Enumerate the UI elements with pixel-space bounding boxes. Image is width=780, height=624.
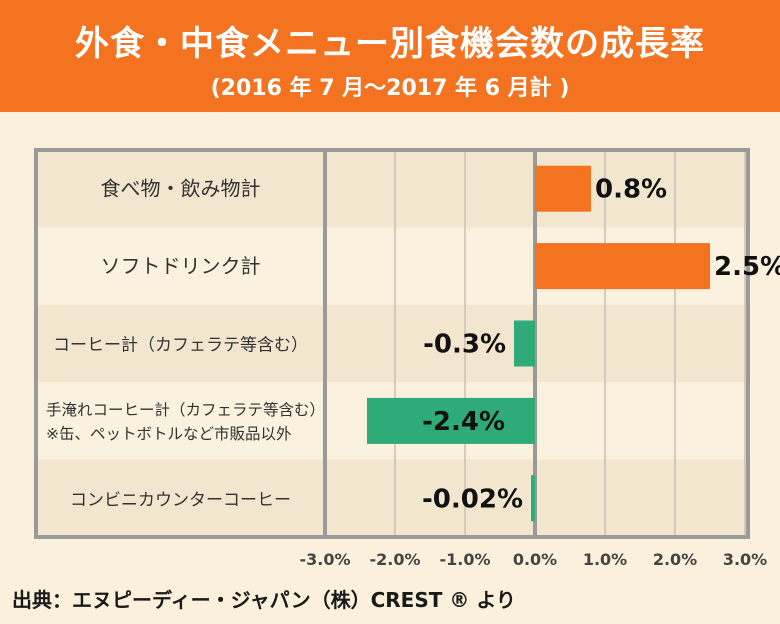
plot-frame: [34, 148, 750, 539]
x-tick-label: 3.0%: [723, 550, 767, 569]
x-tick-label: 0.0%: [513, 550, 557, 569]
bar: [535, 165, 591, 212]
x-tick-label: -2.0%: [369, 550, 420, 569]
chart-subtitle: (2016 年 7 月〜2017 年 6 月計 ): [210, 76, 570, 101]
bar: [367, 397, 535, 444]
data-label: 0.8%: [595, 175, 667, 205]
row-band: [36, 150, 748, 228]
category-label: コンビニカウンターコーヒー: [70, 490, 291, 510]
category-label: ※缶、ペットボトルなど市販品以外: [46, 425, 292, 443]
category-label: コーヒー計（カフェラテ等含む）: [53, 336, 308, 356]
x-tick-label: -1.0%: [439, 550, 490, 569]
bar: [535, 243, 710, 290]
data-label: -0.3%: [423, 330, 506, 360]
category-label: 手淹れコーヒー計（カフェラテ等含む）: [46, 401, 325, 419]
data-label: -2.4%: [422, 407, 505, 437]
source-note: 出典：エヌピーディー・ジャパン（株）CREST ® より: [12, 588, 516, 612]
x-tick-label: 1.0%: [583, 550, 627, 569]
data-label: -0.02%: [422, 484, 523, 514]
bar: [531, 475, 535, 522]
chart-title: 外食・中食メニュー別食機会数の成長率: [75, 24, 705, 64]
bar: [514, 320, 535, 367]
category-label: ソフトドリンク計: [101, 254, 261, 278]
data-label: 2.5%: [714, 252, 780, 282]
category-label: 食べ物・飲み物計: [101, 177, 261, 201]
header-banner: 外食・中食メニュー別食機会数の成長率 (2016 年 7 月〜2017 年 6 …: [0, 0, 780, 112]
x-tick-label: 2.0%: [653, 550, 697, 569]
row-band: [36, 459, 748, 537]
row-band: [36, 304, 748, 383]
x-tick-label: -3.0%: [299, 550, 350, 569]
